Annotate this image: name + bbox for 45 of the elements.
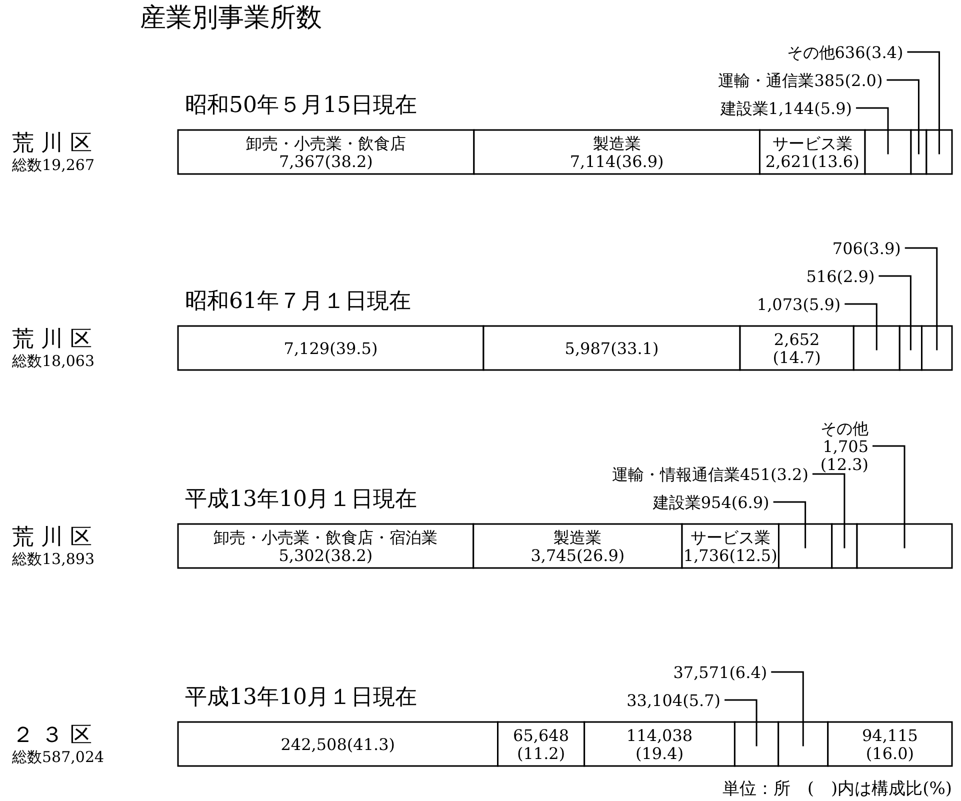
y-tick-label: 荒 川 区 [12, 327, 92, 352]
text: 運輸・情報通信業451(3.2) [612, 465, 808, 484]
text: その他 [820, 419, 869, 438]
text: 建設業1,144(5.9) [720, 99, 852, 118]
annotation: 単位：所 ( )内は構成比(%) [722, 779, 952, 799]
data-label: 242,508(41.3) [280, 735, 396, 754]
text: 昭和50年５月15日現在 [185, 93, 417, 118]
text: 運輸・通信業385(2.0) [718, 71, 883, 90]
data-label: 7,114(36.9) [570, 152, 664, 171]
y-tick-label: ２ ３ 区 [12, 723, 92, 748]
text: 昭和61年７月１日現在 [185, 289, 411, 314]
data-label: 1,705 (12.3) [820, 437, 869, 474]
data-label: 94,115 (16.0) [862, 726, 918, 763]
data-label: 7,129(39.5) [284, 339, 378, 358]
data-label: 5,302(38.2) [278, 546, 373, 565]
text: 総数18,063 [11, 352, 94, 370]
series-label: 製造業 [592, 134, 641, 153]
data-label: 5,987(33.1) [564, 339, 659, 358]
data-label: 3,745(26.9) [530, 546, 625, 565]
series-label: サービス業 [772, 134, 852, 153]
text: 平成13年10月１日現在 [185, 685, 417, 710]
data-label: 1,073(5.9) [756, 295, 841, 314]
data-label: 2,621(13.6) [765, 152, 860, 171]
data-label: 7,367(38.2) [279, 152, 373, 171]
text: その他636(3.4) [786, 43, 904, 62]
series-label: 卸売・小売業・飲食店 [246, 134, 406, 153]
data-label: 2,652 (14.7) [772, 330, 821, 367]
data-label: 65,648 (11.2) [513, 726, 570, 763]
data-label: 114,038 (19.4) [626, 726, 693, 763]
chart-title: 産業別事業所数 [140, 3, 322, 33]
y-tick-label: 荒 川 区 [12, 525, 92, 550]
text: 平成13年10月１日現在 [185, 487, 417, 512]
text: 総数13,893 [11, 550, 94, 568]
data-label: 1,736(12.5) [683, 546, 778, 565]
data-label: 706(3.9) [832, 239, 901, 258]
series-label: 製造業 [554, 528, 602, 547]
text: 総数19,267 [11, 156, 94, 174]
y-tick-label: 荒 川 区 [12, 131, 92, 156]
text: 総数587,024 [11, 748, 104, 766]
series-label: サービス業 [690, 528, 770, 547]
data-label: 37,571(6.4) [673, 663, 768, 682]
data-label: 33,104(5.7) [626, 691, 721, 710]
text: 建設業954(6.9) [652, 493, 770, 512]
series-label: 卸売・小売業・飲食店・宿泊業 [214, 528, 438, 547]
data-label: 516(2.9) [806, 267, 875, 286]
